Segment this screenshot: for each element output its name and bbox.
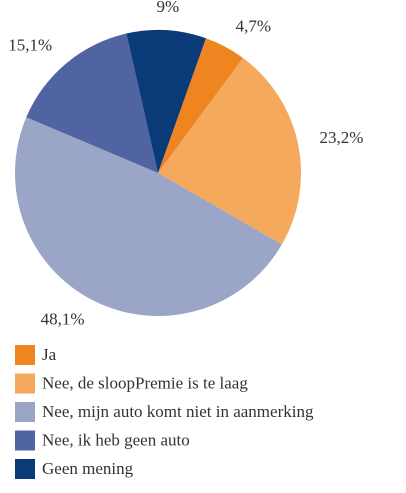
legend-swatch	[15, 430, 35, 451]
legend-label: Ja	[42, 345, 57, 364]
data-label: 23,2%	[320, 128, 364, 147]
legend-label: Nee, mijn auto komt niet in aanmerking	[42, 402, 314, 421]
pie-slice	[126, 30, 206, 174]
pie-slice	[14, 117, 282, 317]
data-label: 4,7%	[236, 16, 271, 35]
legend-swatch	[15, 459, 35, 479]
legend-label: Geen mening	[42, 459, 134, 478]
pie-slice	[158, 58, 301, 245]
legend-swatch	[15, 402, 35, 422]
pie-slice	[26, 33, 159, 173]
legend-label: Nee, ik heb geen auto	[42, 430, 190, 449]
legend-swatch	[15, 373, 35, 394]
data-label: 15,1%	[8, 35, 52, 54]
data-label: 9%	[156, 0, 179, 16]
pie-slice	[158, 38, 244, 174]
data-label: 48,1%	[41, 310, 85, 329]
legend-label: Nee, de sloopPremie is te laag	[42, 373, 248, 392]
legend-swatch	[15, 345, 35, 365]
